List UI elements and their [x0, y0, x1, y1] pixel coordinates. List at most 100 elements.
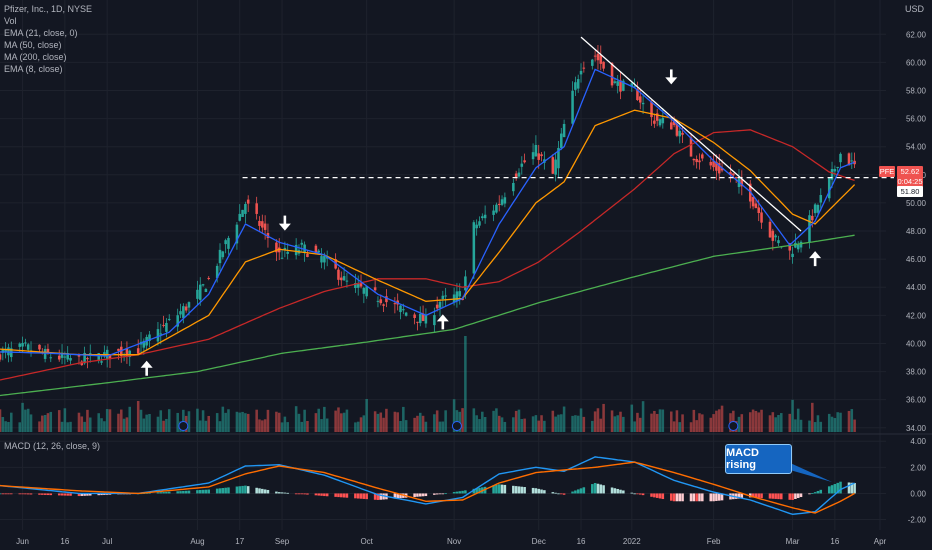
macd-histogram-bar	[839, 481, 842, 494]
candle-body	[120, 346, 123, 357]
macd-tick-label: -2.00	[908, 516, 927, 525]
macd-histogram-bar	[165, 491, 168, 494]
macd-histogram-bar	[771, 493, 775, 499]
candle-body	[813, 204, 817, 214]
volume-bar	[520, 419, 524, 432]
candle-body	[97, 353, 100, 361]
macd-histogram-bar	[221, 488, 225, 494]
macd-histogram-bar	[97, 493, 100, 496]
volume-bar	[689, 422, 693, 432]
macd-histogram-bar	[562, 493, 566, 495]
volume-bar	[379, 412, 383, 432]
macd-histogram-bar	[794, 493, 797, 499]
macd-histogram-bar	[69, 493, 72, 496]
volume-bar	[613, 416, 617, 432]
y-tick-label: 46.00	[906, 255, 927, 264]
candle-body	[760, 212, 763, 223]
macd-rising-callout[interactable]: MACD rising	[725, 444, 792, 474]
macd-histogram-bar	[334, 493, 337, 497]
macd-histogram-bar	[187, 490, 191, 494]
candle-body	[715, 161, 718, 171]
volume-bar	[760, 409, 763, 432]
candle-body	[678, 130, 682, 137]
volume-bar	[661, 409, 665, 432]
macd-histogram-bar	[60, 493, 64, 496]
volume-bar	[38, 421, 41, 432]
x-tick-label: Sep	[275, 537, 290, 546]
volume-bar	[29, 414, 33, 432]
candle-body	[207, 277, 210, 279]
volume-bar	[340, 413, 343, 432]
volume-bar	[201, 410, 205, 432]
volume-bar	[66, 422, 69, 432]
volume-bar	[670, 411, 673, 432]
candle-body	[46, 348, 50, 354]
macd-histogram-bar	[774, 493, 777, 499]
candle-body	[475, 224, 478, 229]
candle-body	[757, 207, 760, 214]
volume-bar	[182, 409, 185, 432]
candle-body	[125, 348, 129, 357]
volume-bar	[441, 421, 445, 432]
candle-body	[379, 299, 383, 304]
macd-histogram-bar	[176, 491, 179, 494]
macd-histogram-bar	[314, 493, 318, 496]
volume-bar	[799, 419, 803, 432]
macd-histogram-bar	[455, 491, 459, 494]
volume-bar	[622, 416, 625, 432]
volume-bar	[788, 413, 792, 432]
macd-histogram-bar	[740, 493, 744, 499]
candle-body	[359, 282, 363, 287]
ma200-line	[0, 234, 855, 397]
candle-body	[658, 119, 662, 126]
candle-body	[472, 222, 476, 274]
macd-histogram-bar	[472, 488, 476, 494]
volume-bar	[497, 415, 501, 432]
macd-signal-line	[0, 461, 855, 514]
x-tick-label: 17	[235, 537, 244, 546]
volume-bar	[145, 414, 148, 432]
macd-histogram-bar	[796, 493, 800, 499]
y-tick-label: 40.00	[906, 339, 927, 348]
candle-body	[235, 224, 239, 244]
macd-histogram-bar	[754, 493, 758, 498]
macd-histogram-bar	[672, 493, 676, 502]
macd-histogram-bar	[18, 493, 22, 495]
candle-body	[167, 318, 171, 320]
macd-histogram-bar	[661, 493, 665, 500]
volume-bar	[571, 415, 574, 432]
volume-bar	[418, 412, 422, 432]
candle-body	[531, 152, 535, 160]
candle-body	[650, 101, 653, 118]
macd-histogram-bar	[365, 493, 368, 500]
macd-histogram-bar	[413, 493, 416, 497]
volume-bar	[619, 411, 622, 432]
macd-tick-label: 4.00	[910, 437, 926, 446]
macd-histogram-bar	[709, 493, 713, 502]
macd-histogram-bar	[49, 493, 53, 496]
candle-body	[441, 295, 445, 300]
y-tick-label: 36.00	[906, 396, 927, 405]
macd-histogram-bar	[184, 490, 188, 494]
macd-histogram-bar	[514, 486, 518, 494]
candle-body	[740, 179, 744, 187]
volume-bar	[650, 413, 653, 432]
macd-histogram-bar	[658, 493, 662, 499]
volume-bar	[472, 408, 476, 432]
candle-body	[444, 295, 447, 297]
macd-histogram-bar	[602, 485, 605, 494]
volume-bar	[813, 422, 817, 432]
macd-histogram-bar	[475, 488, 478, 494]
macd-histogram-bar	[396, 493, 399, 499]
macd-histogram-bar	[540, 489, 543, 494]
macd-histogram-bar	[464, 490, 467, 494]
macd-histogram-bar	[435, 493, 439, 495]
candle-body	[244, 204, 247, 214]
volume-bar	[794, 419, 797, 432]
y-tick-label: 58.00	[906, 86, 927, 95]
macd-histogram-bar	[306, 493, 309, 495]
candle-body	[701, 154, 704, 159]
macd-histogram-bar	[66, 493, 69, 496]
y-tick-label: 62.00	[906, 30, 927, 39]
